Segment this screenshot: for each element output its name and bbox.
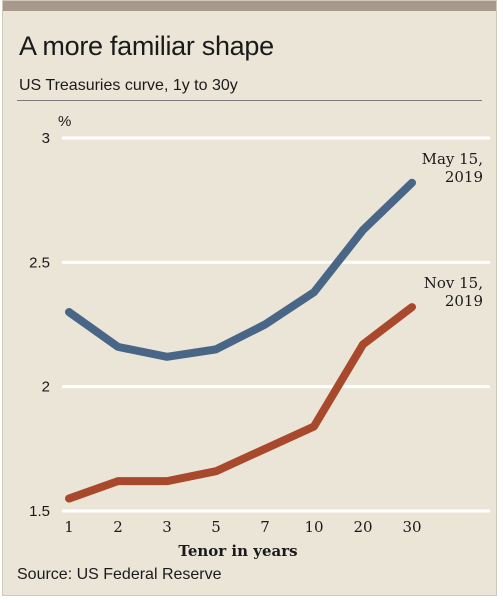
y-tick-label: 2 — [42, 379, 50, 396]
series-label-line: May 15, — [422, 150, 483, 168]
y-tick-label: 2.5 — [29, 254, 50, 271]
x-tick-label: 5 — [211, 518, 221, 536]
x-tick-label: 20 — [353, 518, 372, 536]
series-label-1: Nov 15,2019 — [424, 274, 483, 310]
axis-labels: % Tenor in years 1.5 2 2.5 3 1 2 3 5 7 10 20 30 May … — [29, 113, 483, 560]
series-line-0 — [65, 178, 416, 361]
y-unit-label: % — [58, 113, 71, 130]
series-label-line: 2019 — [445, 168, 483, 186]
top-accent-bar — [3, 1, 496, 11]
source-note: Source: US Federal Reserve — [17, 566, 222, 583]
series-label-line: 2019 — [445, 292, 483, 310]
x-axis-label: Tenor in years — [178, 542, 297, 560]
chart-subtitle: US Treasuries curve, 1y to 30y — [19, 77, 238, 94]
x-tick-label: 30 — [402, 518, 421, 536]
series-label-0: May 15,2019 — [422, 150, 483, 186]
chart-title: A more familiar shape — [19, 31, 274, 61]
series-lines — [65, 178, 416, 503]
grid-lines — [62, 136, 490, 513]
series-line-1 — [65, 303, 416, 503]
x-tick-label: 7 — [260, 518, 270, 536]
y-tick-label: 3 — [42, 130, 50, 147]
x-tick-label: 3 — [162, 518, 172, 536]
x-tick-label: 1 — [64, 518, 74, 536]
x-tick-label: 10 — [304, 518, 323, 536]
x-tick-label: 2 — [113, 518, 123, 536]
y-tick-label: 1.5 — [29, 503, 50, 520]
title-divider — [17, 100, 482, 101]
series-label-line: Nov 15, — [424, 274, 483, 292]
